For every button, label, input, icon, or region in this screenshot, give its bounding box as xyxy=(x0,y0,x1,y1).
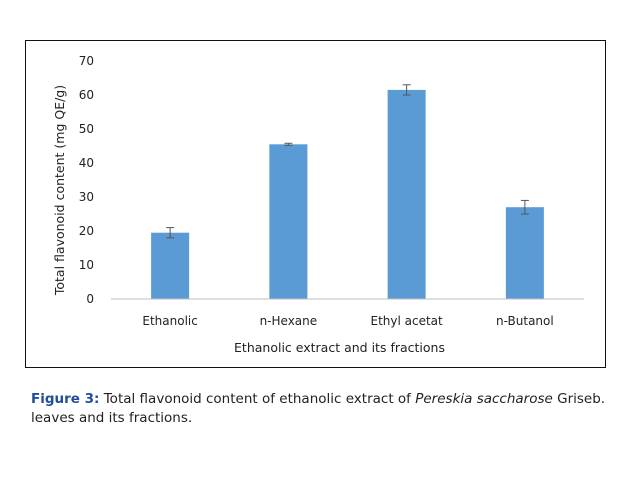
x-axis-title: Ethanolic extract and its fractions xyxy=(234,340,445,355)
error-bar xyxy=(520,199,529,215)
caption-label: Figure 3: xyxy=(31,391,100,407)
x-axis-ticks: Ethanolic n-Hexane Ethyl acetat n-Butanol xyxy=(142,314,553,328)
error-bar xyxy=(166,227,175,239)
y-tick-label: 50 xyxy=(79,122,94,136)
caption-species-name: Pereskia saccharose xyxy=(415,391,553,407)
y-axis-ticks: 0 10 20 30 40 50 60 70 xyxy=(79,54,94,306)
bar xyxy=(151,232,190,299)
bar xyxy=(269,144,308,299)
y-axis-title: Total flavonoid content (mg QE/g) xyxy=(52,85,67,296)
error-bar xyxy=(402,84,411,96)
x-tick-label: n-Butanol xyxy=(496,314,554,328)
x-tick-label: Ethyl acetat xyxy=(371,314,444,328)
bar xyxy=(387,89,426,300)
caption-text-after: Griseb. leaves and its fractions. xyxy=(31,391,606,426)
y-tick-label: 20 xyxy=(79,224,94,238)
bar-chart: 0 10 20 30 40 50 60 70 Ethanolic n-Hexane Ethyl a… xyxy=(52,54,584,355)
y-tick-label: 40 xyxy=(79,156,94,170)
y-tick-label: 70 xyxy=(79,54,94,68)
error-bars xyxy=(166,84,529,239)
y-tick-label: 30 xyxy=(79,190,94,204)
error-bar xyxy=(284,142,293,146)
bar xyxy=(505,207,544,299)
x-tick-label: n-Hexane xyxy=(260,314,318,328)
y-tick-label: 60 xyxy=(79,88,94,102)
caption-text-before: Total flavonoid content of ethanolic ext… xyxy=(99,391,416,407)
y-tick-label: 0 xyxy=(86,292,94,306)
y-tick-label: 10 xyxy=(79,258,94,272)
bars xyxy=(151,89,544,300)
figure-caption: Figure 3: Total flavonoid content of eth… xyxy=(31,390,611,428)
chart-frame: 0 10 20 30 40 50 60 70 Ethanolic n-Hexane Ethyl a… xyxy=(25,40,606,368)
x-tick-label: Ethanolic xyxy=(142,314,197,328)
